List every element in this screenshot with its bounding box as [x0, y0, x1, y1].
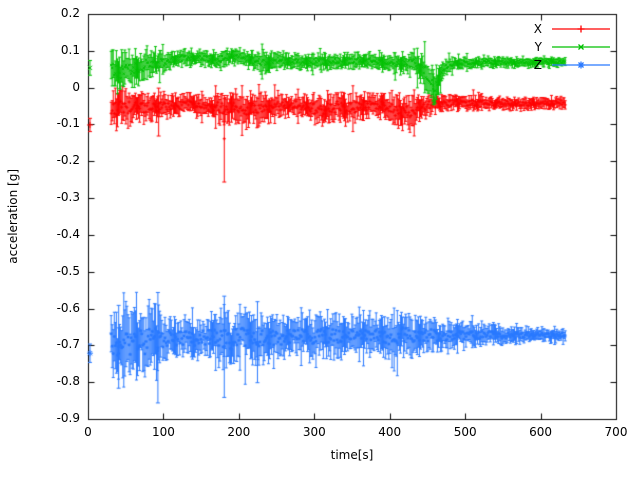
x-tick-label: 300 [302, 425, 326, 439]
y-tick-label: -0.7 [56, 337, 80, 352]
y-tick-label: 0 [72, 79, 80, 94]
y-axis-title: acceleration [g] [6, 169, 20, 264]
y-tick-label: -0.2 [56, 153, 80, 168]
y-tick-label: 0.1 [60, 42, 80, 57]
x-tick-label: 100 [151, 425, 175, 439]
legend-sample-x [552, 25, 610, 33]
legend-row-y: Y [534, 38, 612, 56]
y-tick-label: -0.9 [56, 411, 80, 425]
x-tick-label: 500 [453, 425, 477, 439]
legend-row-x: X [534, 20, 612, 38]
y-axis-title-wrap: acceleration [g] [2, 14, 24, 419]
x-tick-label: 200 [227, 425, 251, 439]
legend-row-z: Z [534, 56, 612, 74]
y-tick-label: -0.5 [56, 263, 80, 278]
y-tick-label: -0.1 [56, 116, 80, 131]
x-tick-label: 400 [378, 425, 402, 439]
y-tick-label: -0.3 [56, 190, 80, 205]
legend-label-x: X [533, 22, 542, 36]
y-tick-label: 0.2 [60, 6, 80, 20]
legend-sample-y [552, 44, 610, 50]
x-tick-label: 600 [529, 425, 553, 439]
x-tick-label: 700 [604, 425, 628, 439]
x-tick-label: 0 [84, 425, 92, 439]
x-axis-title: time[s] [330, 448, 374, 462]
y-tick-label: -0.6 [56, 300, 80, 315]
y-tick-label: -0.8 [56, 374, 80, 389]
legend-label-z: Z [533, 58, 542, 72]
y-tick-label: -0.4 [56, 226, 80, 241]
legend-label-y: Y [534, 40, 542, 54]
legend-sample-z [552, 61, 610, 69]
